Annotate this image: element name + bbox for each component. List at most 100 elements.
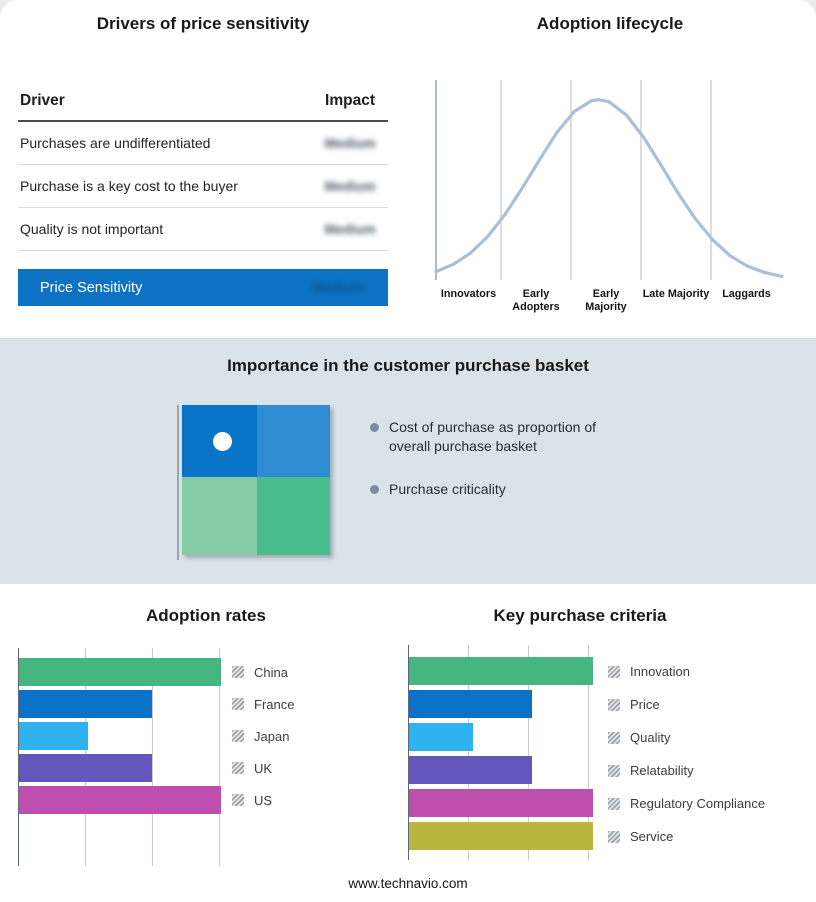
stage-label: Late Majority [642, 288, 710, 300]
legend-label: Price [630, 697, 660, 712]
legend-label: Japan [254, 728, 290, 744]
key-purchase-criteria-chart: Key purchase criteria Innovation Price Qua… [400, 606, 810, 878]
legend-swatch-icon [232, 762, 244, 774]
legend-swatch-icon [232, 666, 244, 678]
bar-china [19, 658, 221, 686]
legend-label: UK [254, 760, 273, 776]
stage-label: Innovators [440, 288, 497, 300]
legend-label: Regulatory Compliance [630, 796, 766, 811]
legend-item: US [232, 784, 294, 816]
gridline [588, 645, 589, 860]
drivers-table-header: Driver Impact [18, 92, 388, 122]
bar-japan [19, 722, 88, 750]
bar-regulatory-compliance [409, 789, 593, 817]
basket-title: Importance in the customer purchase bask… [227, 356, 589, 375]
bar-row [19, 658, 221, 686]
bar-quality [409, 723, 474, 751]
adoption-rates-title: Adoption rates [146, 606, 266, 625]
legend-item: Japan [232, 720, 294, 752]
bar-service [409, 822, 593, 850]
bullet-item: Cost of purchase as proportion of overal… [370, 418, 632, 456]
adoption-rates-plot [18, 648, 221, 866]
bullet-item: Purchase criticality [370, 480, 632, 499]
footer-url: www.technavio.com [348, 876, 468, 891]
legend-swatch-icon [608, 764, 620, 777]
bar-row [409, 723, 593, 751]
gridline [468, 645, 469, 860]
legend-item: France [232, 688, 294, 720]
legend-label: Service [630, 829, 674, 844]
bar-price [409, 690, 533, 718]
purchase-basket-band: Importance in the customer purchase bask… [0, 338, 816, 584]
bar-row [19, 754, 221, 782]
bar-row [409, 657, 593, 685]
stage-label: Early Majority [585, 288, 627, 313]
lifecycle-chart [434, 80, 784, 280]
basket-bullets: Cost of purchase as proportion of overal… [370, 418, 632, 523]
legend-label: US [254, 792, 273, 808]
bar-row [409, 789, 593, 817]
key-purchase-criteria-title: Key purchase criteria [493, 606, 667, 625]
lifecycle-title: Adoption lifecycle [536, 14, 684, 33]
impact-column-header: Impact [325, 92, 375, 109]
legend-label: China [254, 664, 288, 680]
key-purchase-criteria-plot [408, 645, 593, 860]
bar-row [19, 722, 221, 750]
legend-item: UK [232, 752, 294, 784]
legend-swatch-icon [608, 797, 620, 810]
driver-row: Quality is not important Medium [18, 208, 388, 251]
bars [409, 657, 593, 855]
legend-item: Relatability [608, 754, 765, 787]
quadrant-bottom-left [182, 477, 257, 555]
price-sensitivity-impact: Medium [312, 280, 364, 295]
legend-swatch-icon [608, 665, 620, 678]
legend: China France Japan UK US [232, 656, 294, 816]
gridline [219, 648, 220, 866]
legend-swatch-icon [608, 698, 620, 711]
price-sensitivity-label: Price Sensitivity [40, 279, 143, 296]
drivers-panel: Drivers of price sensitivity Driver Impa… [18, 14, 388, 306]
legend-item: China [232, 656, 294, 688]
bar-us [19, 786, 221, 814]
bar-france [19, 690, 153, 718]
gridline [528, 645, 529, 860]
legend-item: Price [608, 688, 765, 721]
bar-row [409, 822, 593, 850]
bars [19, 658, 221, 818]
driver-column-header: Driver [20, 92, 65, 109]
legend-swatch-icon [608, 830, 620, 843]
stage-label: Laggards [722, 288, 771, 300]
driver-cell: Purchase is a key cost to the buyer [20, 178, 238, 194]
legend-label: Innovation [630, 664, 690, 679]
bar-row [409, 756, 593, 784]
bar-relatability [409, 756, 533, 784]
legend-label: Relatability [630, 763, 694, 778]
legend-swatch-icon [232, 730, 244, 742]
drivers-title: Drivers of price sensitivity [96, 14, 310, 33]
driver-cell: Purchases are undifferentiated [20, 135, 211, 151]
bullet-text: Purchase criticality [389, 481, 506, 497]
legend-item: Quality [608, 721, 765, 754]
quadrant-top-right [257, 405, 330, 477]
quadrant-bottom-right [257, 477, 330, 555]
bar-row [19, 786, 221, 814]
bullet-icon [370, 485, 379, 494]
legend-label: France [254, 696, 295, 712]
gridline [152, 648, 153, 866]
legend-item: Regulatory Compliance [608, 787, 765, 820]
impact-cell: Medium [324, 178, 376, 194]
bar-uk [19, 754, 153, 782]
legend-item: Innovation [608, 655, 765, 688]
bar-row [409, 690, 593, 718]
bullet-icon [370, 423, 379, 432]
bar-row [19, 690, 221, 718]
bullet-text: Cost of purchase as proportion of overal… [389, 419, 597, 454]
legend-swatch-icon [232, 794, 244, 806]
quadrant-dot-icon [213, 432, 232, 451]
legend-label: Quality [630, 730, 671, 745]
adoption-rates-chart: Adoption rates China France Japan UK US [16, 606, 396, 878]
impact-cell: Medium [324, 135, 376, 151]
driver-cell: Quality is not important [20, 221, 164, 237]
lifecycle-labels: Innovators Early Adopters Early Majority La… [434, 288, 796, 322]
